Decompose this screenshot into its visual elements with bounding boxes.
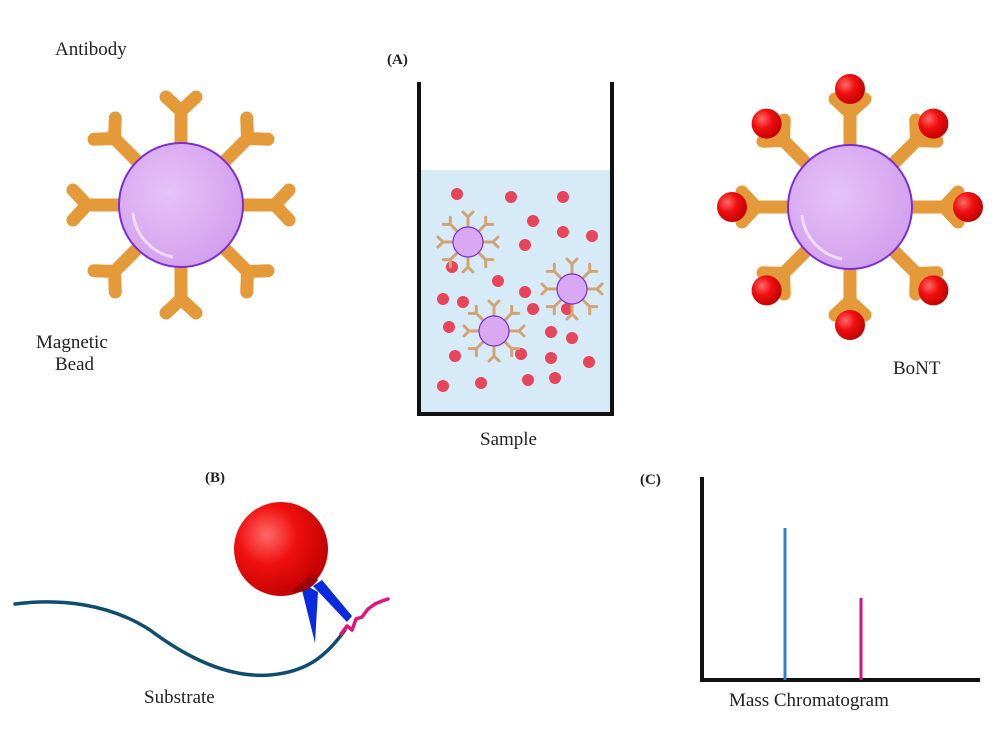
chromatogram-axes bbox=[700, 477, 980, 682]
captured-bont-bead bbox=[717, 74, 983, 340]
sample-bead bbox=[436, 210, 500, 274]
toxin-dot bbox=[586, 230, 598, 242]
antibody-arm bbox=[835, 99, 865, 149]
bont-toxin bbox=[918, 108, 949, 139]
toxin-dot bbox=[549, 372, 561, 384]
magnetic-bead bbox=[787, 144, 913, 270]
magnetic-label: Magnetic bbox=[36, 332, 108, 353]
bont-toxin bbox=[751, 108, 782, 139]
antibody-label: Antibody bbox=[55, 39, 127, 60]
toxin-dot bbox=[443, 321, 455, 333]
substrate-cleavage bbox=[13, 502, 390, 678]
sample-label: Sample bbox=[480, 429, 537, 450]
toxin-dot bbox=[545, 352, 557, 364]
chromatogram-label: Mass Chromatogram bbox=[729, 690, 889, 711]
enzyme-blade-left bbox=[300, 582, 318, 643]
sample-bead bbox=[540, 257, 604, 321]
toxin-dot bbox=[437, 380, 449, 392]
toxin-dot bbox=[519, 286, 531, 298]
bont-toxin bbox=[953, 192, 983, 222]
toxin-dot bbox=[457, 296, 469, 308]
antibody-arm bbox=[166, 97, 196, 147]
toxin-dot bbox=[451, 188, 463, 200]
enzyme-blade-right bbox=[313, 580, 352, 622]
sample-container bbox=[417, 82, 614, 416]
small-bead bbox=[478, 315, 510, 347]
panel-b-label: (B) bbox=[205, 470, 225, 486]
substrate-strand bbox=[13, 600, 347, 678]
bont-toxin bbox=[918, 275, 949, 306]
bead-highlight bbox=[131, 212, 174, 259]
toxin-dot bbox=[519, 239, 531, 251]
toxin-dot bbox=[527, 303, 539, 315]
bont-label: BoNT bbox=[893, 358, 941, 379]
small-bead bbox=[556, 273, 588, 305]
magnetic-bead bbox=[118, 142, 244, 268]
small-bead bbox=[452, 226, 484, 258]
bont-toxin bbox=[717, 192, 747, 222]
beaker-outline bbox=[417, 82, 614, 416]
bont-toxin bbox=[835, 310, 865, 340]
toxin-dot bbox=[475, 377, 487, 389]
toxin-dot bbox=[557, 226, 569, 238]
toxin-dot bbox=[561, 303, 573, 315]
antibody-arm bbox=[908, 192, 958, 222]
toxin-dot bbox=[583, 356, 595, 368]
panel-a-label: (A) bbox=[387, 52, 408, 68]
toxin-dot bbox=[505, 191, 517, 203]
toxin-dot bbox=[522, 374, 534, 386]
bead-highlight bbox=[800, 214, 843, 261]
bont-toxin-ball bbox=[234, 502, 328, 596]
bead-label: Bead bbox=[55, 354, 95, 375]
toxin-dot bbox=[449, 350, 461, 362]
toxin-dot bbox=[557, 191, 569, 203]
sample-bead bbox=[462, 299, 526, 363]
antibody-arm bbox=[239, 190, 289, 220]
toxin-dot bbox=[566, 332, 578, 344]
antibody-arm bbox=[166, 263, 196, 313]
antibody-arm bbox=[742, 192, 792, 222]
mass-chromatogram bbox=[700, 477, 980, 682]
bont-toxin bbox=[751, 275, 782, 306]
toxin-shadow bbox=[292, 572, 318, 593]
panel-c-label: (C) bbox=[640, 472, 661, 488]
sample-beads bbox=[436, 210, 604, 363]
toxin-dot bbox=[545, 326, 557, 338]
antibody-bead bbox=[73, 97, 289, 313]
antibody-arm bbox=[835, 265, 865, 315]
bont-toxin bbox=[835, 74, 865, 104]
toxin-dot bbox=[446, 261, 458, 273]
toxin-dot bbox=[515, 348, 527, 360]
toxin-dot bbox=[437, 293, 449, 305]
substrate-label: Substrate bbox=[144, 687, 215, 708]
toxin-dot bbox=[527, 215, 539, 227]
toxin-dot bbox=[492, 275, 504, 287]
antibody-arm bbox=[73, 190, 123, 220]
sample-toxin-dots bbox=[437, 188, 598, 392]
cleaved-fragment bbox=[339, 597, 390, 636]
